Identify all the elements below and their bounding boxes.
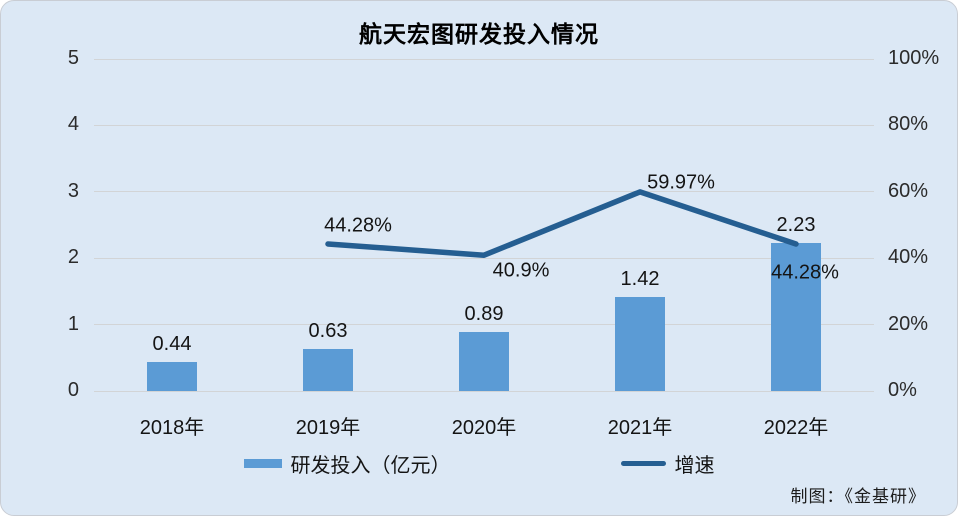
- left-axis-tick: 5: [67, 47, 79, 69]
- x-axis-label: 2020年: [451, 417, 517, 439]
- growth-line: [325, 189, 799, 258]
- right-axis-tick: 40%: [888, 246, 929, 269]
- bar: [147, 361, 197, 391]
- line-value-label: 44.28%: [771, 261, 839, 284]
- x-axis-label: 2018年: [139, 417, 205, 439]
- gridline: [94, 390, 874, 392]
- bar: [615, 296, 665, 391]
- line-value-label: 59.97%: [647, 171, 715, 194]
- left-axis-tick: 1: [67, 312, 79, 335]
- credit-text: 制图：《金基研》: [790, 487, 926, 506]
- x-axis-label: 2019年: [295, 417, 361, 439]
- bar: [771, 242, 821, 391]
- line-series-swatch: [620, 461, 666, 466]
- bar-value-label: 2.23: [776, 213, 816, 236]
- bar-value-label: 0.63: [308, 320, 348, 343]
- gridline: [94, 257, 874, 259]
- legend-bar-label: 研发投入（亿元）: [290, 455, 451, 477]
- gridline: [94, 191, 874, 193]
- legend-item-bar: 研发投入（亿元）: [243, 449, 451, 478]
- right-axis-tick: 60%: [888, 179, 929, 202]
- left-axis-tick: 4: [67, 113, 79, 136]
- line-value-label: 44.28%: [324, 214, 392, 237]
- bar-series-swatch: [243, 459, 282, 468]
- bar-value-label: 1.42: [620, 267, 660, 290]
- bar-value-label: 0.89: [464, 302, 504, 325]
- bar: [303, 349, 353, 391]
- x-axis-label: 2021年: [607, 417, 673, 439]
- gridline: [94, 324, 874, 326]
- right-axis-tick: 80%: [888, 113, 929, 136]
- legend-item-line: 增速: [620, 449, 715, 478]
- bar-value-label: 0.44: [152, 332, 192, 355]
- right-axis-tick: 0%: [888, 379, 917, 401]
- line-value-label: 40.9%: [492, 259, 550, 282]
- left-axis-tick: 0: [67, 379, 79, 401]
- chart-title: 航天宏图研发投入情况: [359, 21, 599, 47]
- right-axis-tick: 100%: [888, 47, 940, 69]
- gridline: [94, 124, 874, 126]
- left-axis-tick: 3: [67, 179, 79, 202]
- bar: [459, 331, 509, 391]
- gridline: [94, 58, 874, 60]
- legend-line-label: 增速: [674, 455, 715, 477]
- legend: 研发投入（亿元） 增速: [1, 449, 957, 478]
- right-axis-tick: 20%: [888, 312, 929, 335]
- left-axis-tick: 2: [67, 246, 79, 269]
- x-axis-label: 2022年: [763, 417, 829, 439]
